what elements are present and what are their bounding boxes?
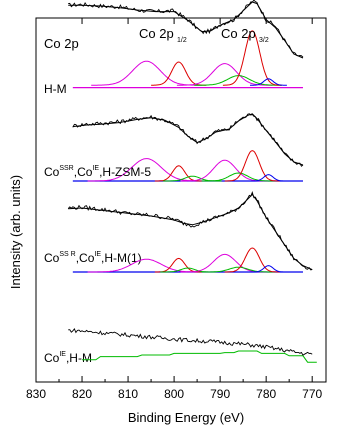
sample-label-1: CoSS R,CoIE,H-M(1) — [44, 251, 142, 265]
sample-label-part: SSR — [59, 165, 73, 172]
x-tick-label-820: 820 — [72, 387, 92, 401]
fit-envelope-0 — [68, 2, 303, 58]
fit-component-1-3 — [181, 160, 269, 181]
plot-frame — [36, 18, 326, 382]
sample-label-part: Co — [44, 251, 60, 265]
experimental-curve-1 — [73, 114, 303, 167]
sample-label-part: SS R — [59, 251, 75, 258]
sample-group-0: CoIE,H-M — [44, 0, 303, 365]
fit-envelope-1 — [73, 114, 303, 165]
x-tick-label-830: 830 — [26, 387, 46, 401]
sample-label-2: CoSSR,CoIE,H-ZSM-5 — [44, 165, 151, 179]
fit-component-0-1 — [151, 62, 206, 85]
x-tick-label-780: 780 — [256, 387, 276, 401]
fit-component-0-0 — [91, 61, 202, 85]
x-axis: 830 820 810 800 790 780 770 — [26, 18, 323, 401]
peak-label-2p32-sub: 3/2 — [259, 37, 269, 44]
fit-component-0-2 — [177, 64, 273, 86]
peak-label-2p12-sub: 1/2 — [177, 37, 187, 44]
sample-label-part: ,Co — [74, 165, 93, 179]
sample-label-part: ,H-M(1) — [101, 251, 142, 265]
x-tick-label-770: 770 — [302, 387, 322, 401]
peak-label-2p12-main: Co 2p — [139, 26, 174, 41]
x-tick-label-810: 810 — [118, 387, 138, 401]
y-axis-label: Intensity (arb. units) — [8, 175, 23, 289]
peak-label-2p32-main: Co 2p — [221, 26, 256, 41]
sample-label-part: Co — [44, 351, 60, 365]
peak-label-2p12: Co 2p 1/2 — [139, 26, 187, 44]
x-axis-label: Binding Energy (eV) — [128, 410, 244, 425]
sample-group-1: CoSS R,CoIE,H-M(1) — [44, 114, 303, 265]
element-label: Co 2p — [44, 36, 79, 51]
spectra-series: CoIE,H-M CoSS R,CoIE,H-M(1) CoSSR,CoIE,H-Z… — [44, 0, 317, 365]
x-tick-label-790: 790 — [210, 387, 230, 401]
background-step-3 — [82, 351, 317, 362]
sample-label-part: ,Co — [76, 251, 95, 265]
sample-label-part: ,H-ZSM-5 — [99, 165, 151, 179]
sample-label-part: H-M — [44, 82, 67, 96]
sample-label-part: ,H-M — [66, 351, 92, 365]
sample-label-0: CoIE,H-M — [44, 351, 92, 365]
experimental-curve-0 — [68, 0, 303, 57]
plot-border — [36, 18, 326, 382]
experimental-curve-3 — [68, 329, 312, 355]
x-tick-label-800: 800 — [164, 387, 184, 401]
sample-label-part: Co — [44, 165, 60, 179]
sample-label-3: H-M — [44, 82, 67, 96]
peak-label-2p32: Co 2p 3/2 — [221, 26, 269, 44]
